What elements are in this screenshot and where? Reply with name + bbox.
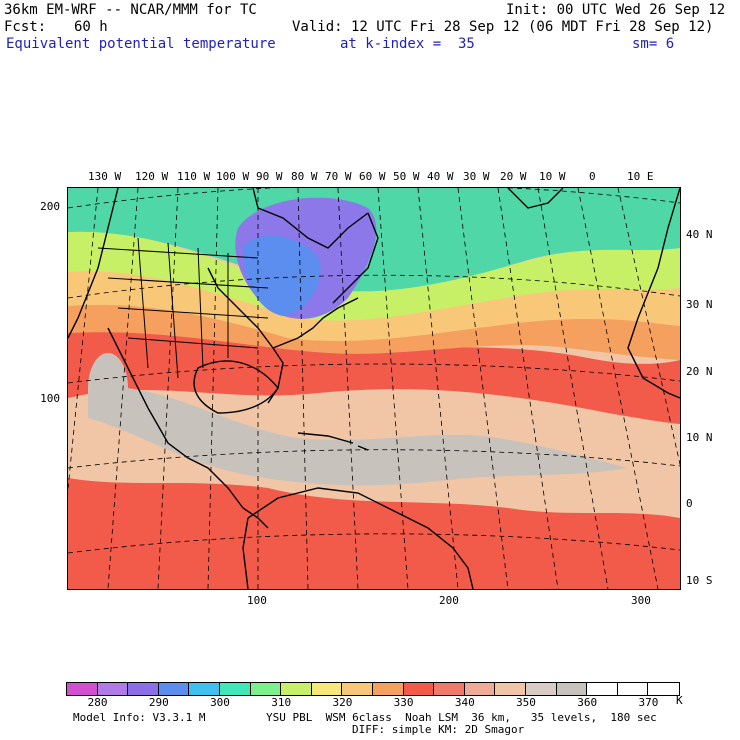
orange-band: [68, 297, 680, 360]
grid-y-label-200: 200: [40, 200, 60, 213]
theta-e-map: [67, 187, 681, 590]
color-bar-swatch: [648, 683, 679, 695]
color-bar-swatch: [372, 683, 404, 695]
longitude-label: 70 W: [325, 170, 352, 183]
model-title: 36km EM-WRF -- NCAR/MMM for TC: [4, 2, 257, 18]
color-bar-swatch: [464, 683, 496, 695]
color-bar: [66, 682, 680, 696]
smoothing-label: sm= 6: [632, 36, 675, 52]
color-bar-label: 370: [638, 696, 659, 709]
longitude-label: 100 W: [216, 170, 250, 183]
level-label: at k-index = 35: [340, 36, 475, 52]
color-bar-swatch: [587, 683, 618, 695]
color-bar-label: 310: [271, 696, 292, 709]
latitude-label: 0: [686, 497, 693, 510]
color-bar-swatch: [556, 683, 588, 695]
color-bar-swatch: [311, 683, 343, 695]
longitude-label: 40 W: [427, 170, 454, 183]
longitude-label: 50 W: [393, 170, 420, 183]
state-borders: [97, 237, 269, 379]
forecast-label: Fcst:: [4, 19, 47, 35]
longitude-label: 90 W: [256, 170, 283, 183]
map-canvas: [68, 188, 680, 589]
color-bar-swatch: [219, 683, 251, 695]
color-bar-label: 330: [393, 696, 414, 709]
latitude-label: 10 N: [686, 431, 713, 444]
longitude-label: 60 W: [359, 170, 386, 183]
color-bar-swatch: [495, 683, 526, 695]
color-bar-swatch: [281, 683, 312, 695]
valid-time: Valid: 12 UTC Fri 28 Sep 12 (06 MDT Fri …: [292, 19, 714, 35]
color-bar-swatch: [189, 683, 220, 695]
forecast-hour: 60 h: [74, 19, 108, 35]
longitude-label: 0: [589, 170, 596, 183]
color-bar-label: 320: [332, 696, 353, 709]
color-bar-swatch: [434, 683, 465, 695]
init-time: Init: 00 UTC Wed 26 Sep 12: [506, 2, 726, 18]
gray-spot-west: [88, 353, 128, 423]
color-bar-label: 300: [210, 696, 230, 709]
color-bar-swatch: [158, 683, 190, 695]
longitude-label: 20 W: [500, 170, 527, 183]
color-bar-swatch: [250, 683, 282, 695]
latitude-label: 10 S: [686, 574, 713, 587]
longitude-label: 120 W: [135, 170, 169, 183]
latitude-label: 30 N: [686, 298, 713, 311]
grid-x-label-300: 300: [631, 594, 651, 607]
color-bar-label: 280: [87, 696, 108, 709]
longitude-label: 80 W: [291, 170, 318, 183]
color-bar-swatch: [403, 683, 435, 695]
latitude-label: 40 N: [686, 228, 713, 241]
coastlines: [68, 188, 680, 589]
color-bar-label: 350: [516, 696, 536, 709]
grid-y-label-100: 100: [40, 392, 60, 405]
grid-x-label-200: 200: [439, 594, 459, 607]
color-bar-unit: K: [676, 694, 683, 707]
graticule: [68, 188, 680, 589]
warm-band-southeast: [248, 495, 680, 589]
mild-band: [68, 228, 680, 321]
longitude-label: 130 W: [88, 170, 122, 183]
gray-band: [88, 386, 628, 486]
longitude-label: 30 W: [463, 170, 490, 183]
color-bar-swatch: [128, 683, 159, 695]
model-info: Model Info: V3.3.1 M: [73, 711, 206, 724]
longitude-label: 10 E: [627, 170, 654, 183]
color-bar-swatch: [525, 683, 557, 695]
diffusion-info: DIFF: simple KM: 2D Smagor: [352, 723, 525, 736]
color-bar-swatch: [97, 683, 129, 695]
color-bar-swatch: [67, 683, 98, 695]
color-bar-label: 290: [148, 696, 169, 709]
latitude-label: 20 N: [686, 365, 713, 378]
longitude-label: 10 W: [539, 170, 566, 183]
color-bar-swatch: [617, 683, 649, 695]
color-bar-label: 360: [577, 696, 598, 709]
color-bar-swatch: [342, 683, 373, 695]
color-bar-label: 340: [454, 696, 475, 709]
physics-info: YSU PBL WSM 6class Noah LSM 36 km, 35 le…: [266, 711, 657, 724]
grid-x-label-100: 100: [247, 594, 267, 607]
field-name: Equivalent potential temperature: [6, 36, 276, 52]
longitude-label: 110 W: [177, 170, 211, 183]
cold-core: [243, 235, 321, 316]
